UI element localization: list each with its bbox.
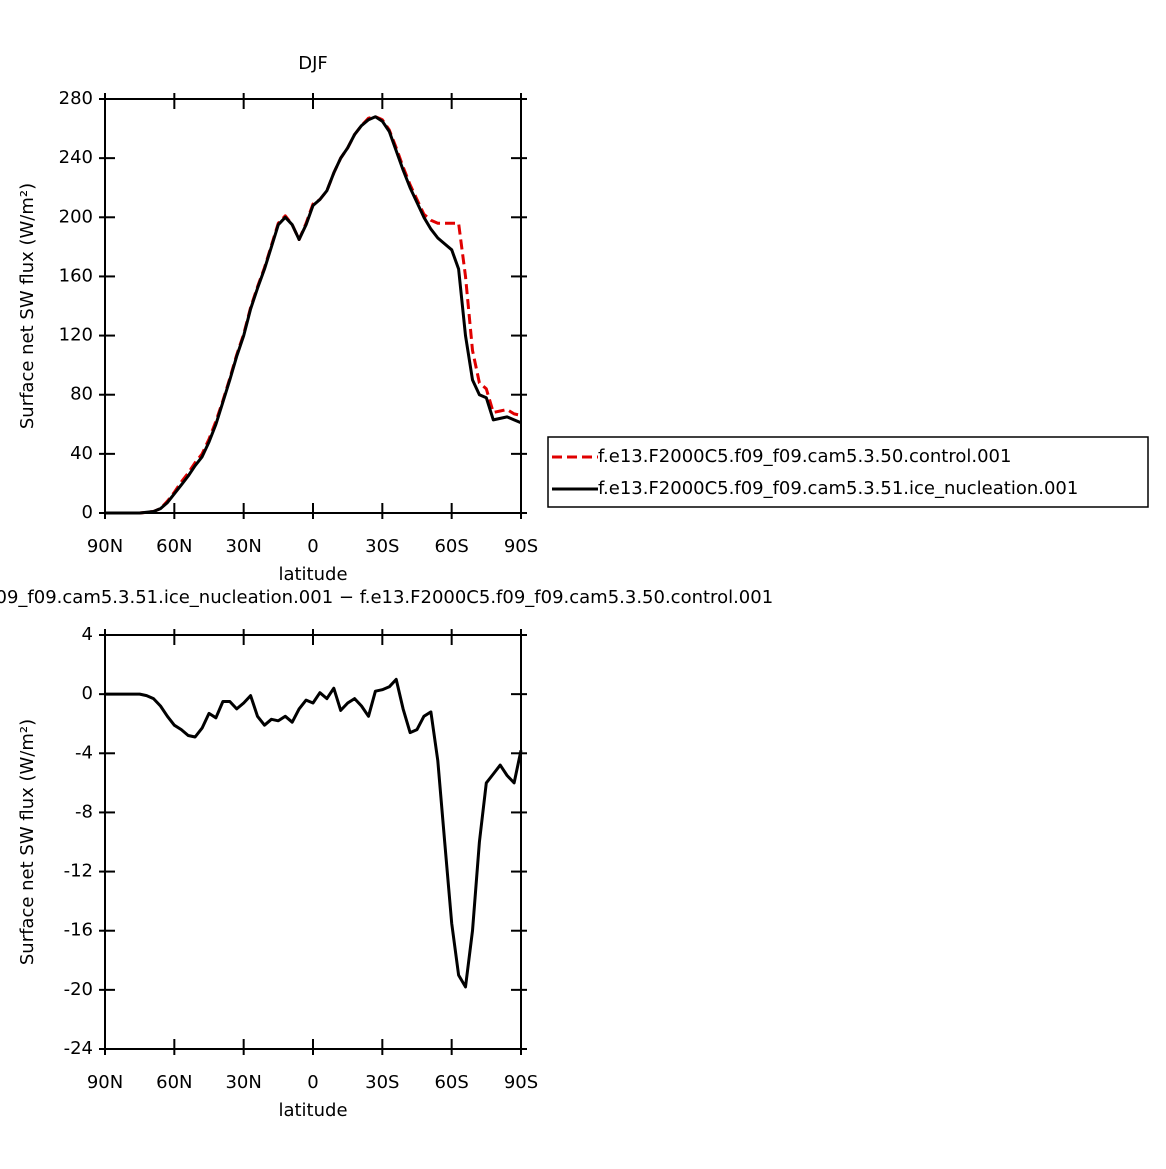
x-axis-label: latitude — [278, 1100, 347, 1121]
y-tick-label: 80 — [70, 384, 93, 405]
x-tick-label: 90S — [504, 536, 538, 557]
x-tick-label: 0 — [307, 536, 318, 557]
y-tick-label: -16 — [64, 920, 93, 941]
x-tick-label: 30S — [365, 536, 399, 557]
y-tick-label: -8 — [75, 801, 93, 822]
legend-label: f.e13.F2000C5.f09_f09.cam5.3.51.ice_nucl… — [598, 478, 1078, 499]
plot-frame — [104, 98, 522, 514]
data-line — [105, 677, 523, 989]
chart-title: f.e13.F2000C5.f09_f09.cam5.3.51.ice_nucl… — [0, 587, 773, 608]
x-tick-label: 30S — [365, 1072, 399, 1093]
x-tick-label: 30N — [225, 1072, 261, 1093]
y-tick-label: 40 — [70, 443, 93, 464]
x-tick-label: 60S — [434, 536, 468, 557]
x-tick-label: 60N — [156, 536, 192, 557]
x-tick-label: 90N — [87, 1072, 123, 1093]
x-tick-label: 0 — [307, 1072, 318, 1093]
y-tick-label: 0 — [82, 502, 93, 523]
y-axis-label: Surface net SW flux (W/m²) — [17, 183, 38, 429]
y-tick-label: 240 — [59, 147, 93, 168]
x-tick-label: 60N — [156, 1072, 192, 1093]
x-tick-label: 30N — [225, 536, 261, 557]
y-tick-label: 4 — [82, 624, 93, 645]
x-tick-label: 90N — [87, 536, 123, 557]
y-tick-label: -4 — [75, 742, 93, 763]
data-line — [105, 115, 522, 515]
chart-title: DJF — [298, 53, 328, 74]
y-axis-label: Surface net SW flux (W/m²) — [17, 719, 38, 965]
legend-box — [547, 436, 1149, 508]
y-tick-label: 160 — [59, 265, 93, 286]
y-tick-label: 200 — [59, 206, 93, 227]
y-tick-label: 0 — [82, 683, 93, 704]
x-tick-label: 90S — [504, 1072, 538, 1093]
y-tick-label: -12 — [64, 861, 93, 882]
plot-frame — [104, 634, 522, 1050]
x-axis-label: latitude — [278, 564, 347, 585]
y-tick-label: -20 — [64, 979, 93, 1000]
x-tick-label: 60S — [434, 1072, 468, 1093]
y-tick-label: -24 — [64, 1038, 93, 1059]
data-line — [105, 115, 522, 515]
y-tick-label: 280 — [59, 88, 93, 109]
y-tick-label: 120 — [59, 325, 93, 346]
legend-label: f.e13.F2000C5.f09_f09.cam5.3.50.control.… — [598, 446, 1011, 467]
